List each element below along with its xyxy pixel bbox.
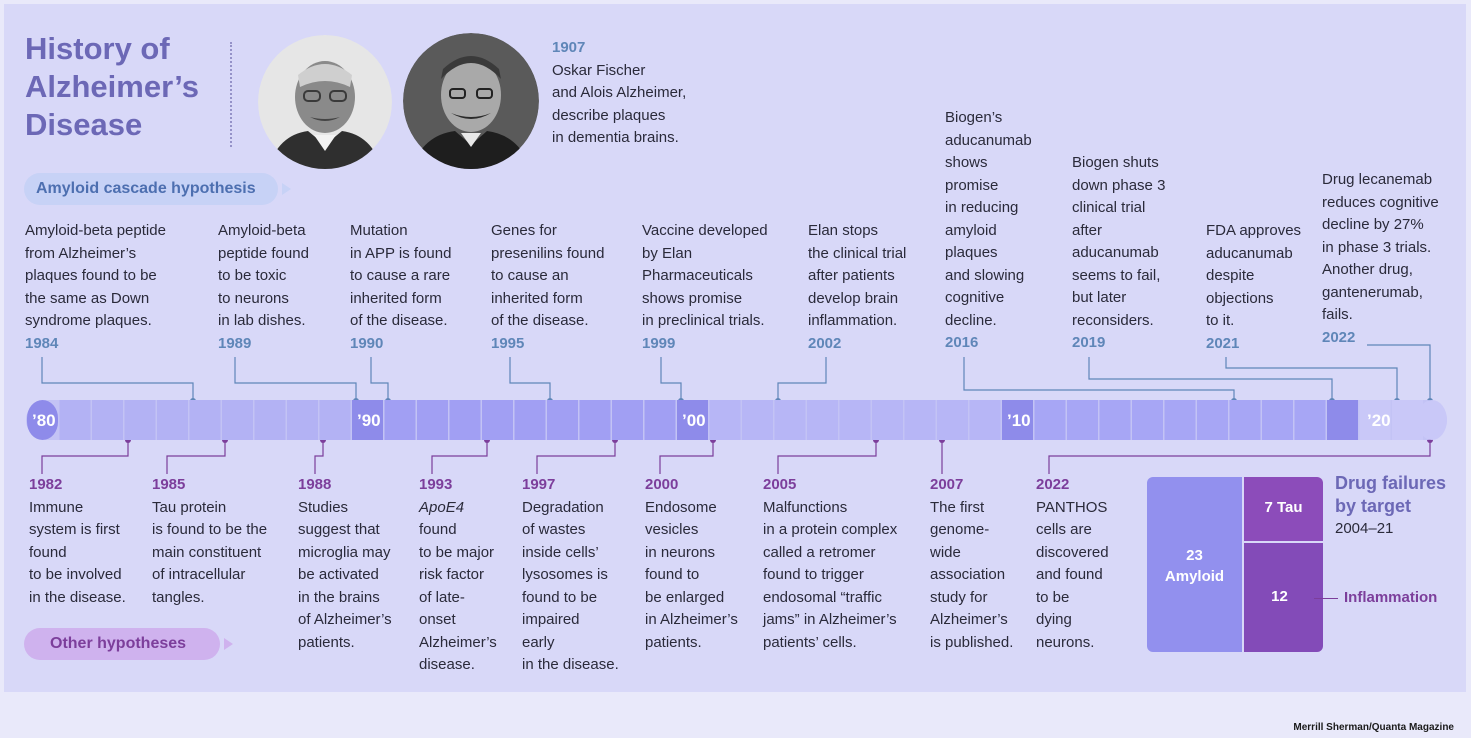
timeline-year-segment — [709, 400, 741, 440]
title-divider — [230, 42, 232, 147]
event-1993: 1993 ApoE4 found to be major risk factor… — [419, 476, 497, 673]
portrait-oskar-fischer — [258, 35, 392, 169]
event-1995: Genes for presenilins found to cause an … — [491, 222, 605, 352]
decade-label-10: ’10 — [1007, 411, 1031, 430]
timeline-year-segment — [1002, 400, 1033, 440]
event-2002: Elan stops the clinical trial after pati… — [808, 222, 907, 352]
inflammation-value: 12 — [1271, 588, 1288, 605]
image-credit: Merrill Sherman/Quanta Magazine — [1293, 722, 1454, 733]
portrait-alois-alzheimer — [403, 33, 539, 169]
amyloid-hypothesis-pill: Amyloid cascade hypothesis — [24, 173, 291, 205]
event-1907: 1907 Oskar Fischer and Alois Alzheimer, … — [552, 39, 687, 146]
event-1999: Vaccine developed by Elan Pharmaceutical… — [642, 222, 768, 352]
timeline-year-segment — [92, 400, 123, 440]
event-1985: 1985 Tau protein is found to be the main… — [152, 476, 268, 606]
arrow-right-icon — [282, 183, 291, 195]
event-1988: 1988 Studies suggest that microglia may … — [298, 476, 392, 651]
page-title: History of Alzheimer’s Disease — [25, 31, 200, 142]
timeline-year-segment — [1067, 400, 1098, 440]
timeline-year-segment — [514, 400, 546, 440]
drug-failures-subtitle: 2004–21 — [1335, 520, 1394, 537]
event-1997: 1997 Degradation of wastes inside cells’… — [522, 476, 619, 673]
event-1990: Mutation in APP is found to cause a rare… — [350, 222, 452, 352]
timeline-year-segment — [1294, 400, 1326, 440]
other-connectors — [41, 440, 1431, 474]
inflammation-label: Inflammation — [1344, 589, 1438, 606]
amyloid-connectors — [41, 344, 1431, 401]
timeline-year-segment — [1327, 400, 1358, 440]
timeline-year-segment — [1034, 400, 1066, 440]
timeline-year-segment — [677, 400, 708, 440]
timeline-year-segment — [1099, 400, 1131, 440]
timeline-year-segment — [547, 400, 578, 440]
decade-label-20: ’20 — [1367, 411, 1391, 430]
timeline-year-segment — [417, 400, 448, 440]
timeline-year-segment — [579, 400, 611, 440]
timeline-year-segment — [1262, 400, 1293, 440]
timeline-year-segment — [1164, 400, 1196, 440]
timeline-year-segment — [807, 400, 838, 440]
timeline-year-segment — [482, 400, 513, 440]
event-1982: 1982 Immune system is first found to be … — [29, 476, 126, 606]
event-2007: 2007 The first genome- wide association … — [930, 476, 1014, 651]
timeline-year-segment — [644, 400, 676, 440]
inflammation-cell: 12 — [1244, 543, 1323, 652]
timeline-year-segment — [189, 400, 221, 440]
timeline-year-segment — [1229, 400, 1261, 440]
decade-label-00: ’00 — [682, 411, 706, 430]
decade-label-90: ’90 — [357, 411, 381, 430]
timeline-year-segment — [449, 400, 481, 440]
timeline-year-segment — [1197, 400, 1228, 440]
event-2021: FDA approves aducanumab despite objectio… — [1206, 222, 1302, 352]
decade-label-80: ’80 — [32, 411, 56, 430]
tau-label: 7 Tau — [1264, 499, 1303, 516]
timeline-bar: ’80 ’90 ’00 ’10 ’20 — [26, 400, 1447, 440]
timeline-year-segment — [287, 400, 318, 440]
timeline-year-segment — [839, 400, 871, 440]
timeline-year-segment — [27, 400, 58, 440]
event-2000: 2000 Endosome vesicles in neurons found … — [645, 476, 738, 651]
timeline-year-segment — [124, 400, 156, 440]
amyloid-label: Amyloid — [1164, 568, 1225, 585]
event-1984: Amyloid-beta peptide from Alzheimer’s pl… — [25, 222, 166, 352]
timeline-year-segment — [904, 400, 936, 440]
timeline-year-segment — [254, 400, 286, 440]
timeline-year-segment — [1132, 400, 1163, 440]
tau-cell: 7 Tau — [1244, 477, 1323, 541]
inflammation-leader — [1314, 598, 1338, 599]
timeline-year-segment — [319, 400, 351, 440]
timeline-year-segment — [774, 400, 806, 440]
timeline-year-segment — [742, 400, 773, 440]
timeline-year-segment — [612, 400, 643, 440]
timeline-year-segment — [872, 400, 903, 440]
timeline-year-segment — [1359, 400, 1391, 440]
timeline-year-segment — [937, 400, 968, 440]
amyloid-cell: 23 Amyloid — [1147, 477, 1242, 652]
arrow-right-icon — [224, 638, 233, 650]
timeline-year-segment — [969, 400, 1001, 440]
event-2016: Biogen’s aducanumab shows promise in red… — [945, 109, 1032, 351]
event-2022-lecanemab: Drug lecanemab reduces cognitive decline… — [1322, 171, 1439, 346]
timeline-bar-end — [1417, 400, 1447, 440]
other-hypotheses-pill: Other hypotheses — [24, 628, 233, 660]
timeline-year-segment — [157, 400, 188, 440]
event-2022-panthos: 2022 PANTHOS cells are discovered and fo… — [1036, 476, 1109, 651]
drug-failures-title: Drug failures by target — [1335, 473, 1447, 516]
timeline-year-segment — [222, 400, 253, 440]
timeline-year-segment — [59, 400, 91, 440]
event-1989: Amyloid-beta peptide found to be toxic t… — [218, 222, 309, 352]
event-2019: Biogen shuts down phase 3 clinical trial… — [1072, 154, 1166, 351]
timeline-year-segment — [352, 400, 383, 440]
amyloid-value: 23 — [1186, 547, 1203, 564]
event-2005: 2005 Malfunctions in a protein complex c… — [763, 476, 898, 651]
timeline-year-segment — [384, 400, 416, 440]
